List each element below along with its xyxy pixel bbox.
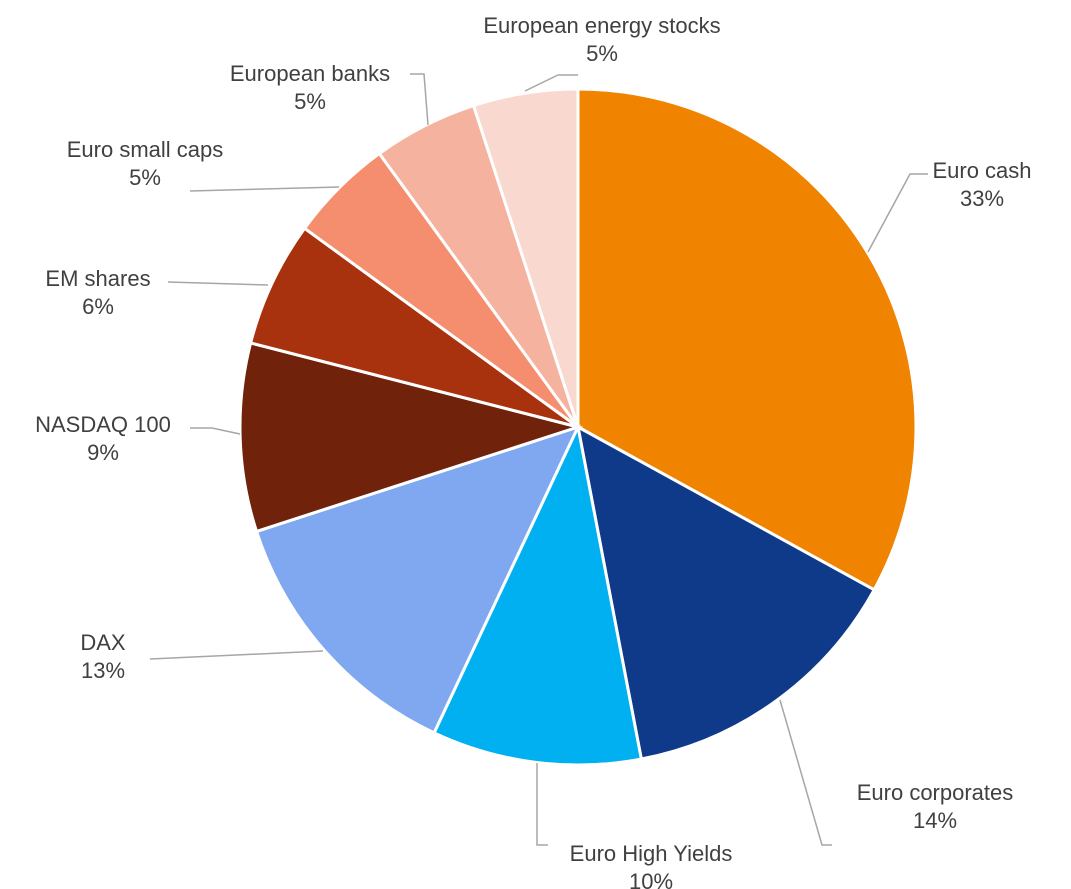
labels-layer: Euro cash 33% Euro corporates 14% Euro High … bbox=[35, 13, 1031, 889]
slice-label-name: DAX bbox=[80, 630, 126, 655]
slice-label-value: 33% bbox=[960, 186, 1004, 211]
leader-line bbox=[779, 699, 832, 846]
pie-slice-euro-high-yields bbox=[432, 422, 644, 767]
leader-lines-layer bbox=[149, 73, 928, 846]
slice-label-value: 14% bbox=[913, 808, 957, 833]
slice-label-name: NASDAQ 100 bbox=[35, 412, 171, 437]
slice-label-name: Euro cash bbox=[932, 158, 1031, 183]
slice-label-value: 13% bbox=[81, 658, 125, 683]
slice-label-name: Euro small caps bbox=[67, 137, 224, 162]
leader-line bbox=[190, 427, 241, 435]
slice-label-value: 10% bbox=[629, 869, 673, 889]
slice-label-name: European banks bbox=[230, 61, 390, 86]
pie-slice-em-shares bbox=[248, 226, 579, 429]
slice-label-name: Euro corporates bbox=[857, 780, 1014, 805]
pie-slice-euro-cash bbox=[576, 87, 918, 592]
slice-label-name: EM shares bbox=[45, 266, 150, 291]
slice-label-value: 6% bbox=[82, 294, 114, 319]
slice-label-value: 9% bbox=[87, 440, 119, 465]
slice-label-value: 5% bbox=[129, 165, 161, 190]
leader-line bbox=[189, 186, 340, 192]
slice-label-name: Euro High Yields bbox=[570, 841, 733, 866]
leader-line bbox=[167, 281, 269, 286]
slice-label-value: 5% bbox=[294, 89, 326, 114]
pie-slice-euro-corporates bbox=[575, 424, 877, 761]
leader-line bbox=[536, 763, 548, 846]
leader-line bbox=[524, 74, 578, 92]
pie-slice-nasdaq-100 bbox=[238, 341, 584, 534]
pie-slice-dax bbox=[254, 424, 581, 735]
leader-line bbox=[410, 73, 429, 126]
slices-layer bbox=[238, 87, 918, 767]
leader-line bbox=[867, 173, 928, 253]
slice-label-name: European energy stocks bbox=[483, 13, 720, 38]
pie-slice-european-energy-stocks bbox=[471, 87, 580, 428]
leader-line bbox=[149, 650, 324, 660]
slice-label-value: 5% bbox=[586, 41, 618, 66]
